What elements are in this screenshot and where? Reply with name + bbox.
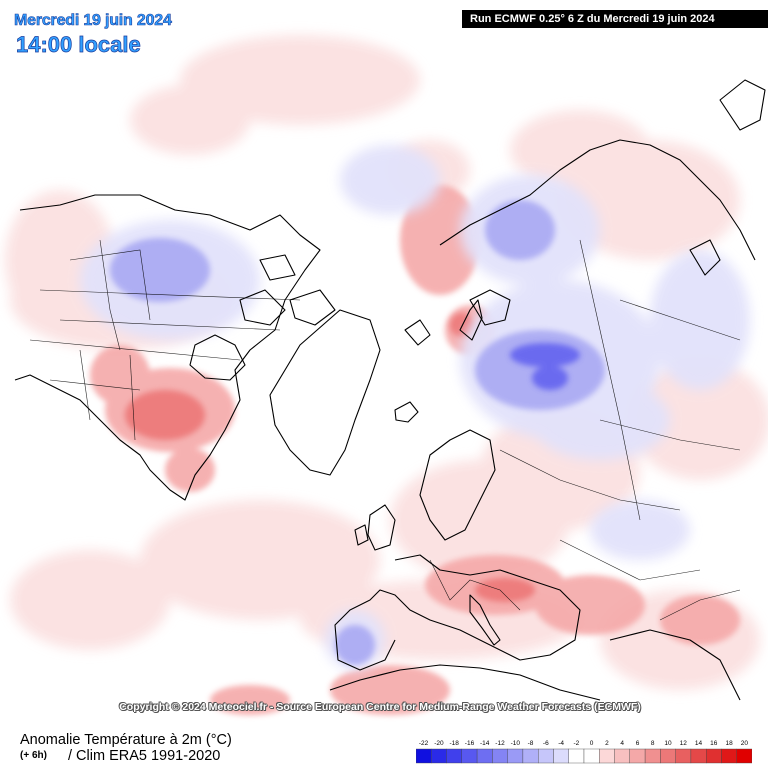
legend-color-swatch: [568, 748, 585, 764]
color-scale-legend: -22 -20 -18 -16 -14 -12 -10 -8 -6 -4 -2 0 2 4 6 8 10 12 14…: [416, 740, 752, 764]
legend-tick-label: 6: [636, 740, 640, 747]
anomaly-map: [5, 35, 768, 715]
legend-tick-label: 2: [605, 740, 609, 747]
legend-tick-label: 4: [620, 740, 624, 747]
legend-tick-label: 20: [741, 740, 749, 747]
legend-tick-label: 0: [590, 740, 594, 747]
warm-anomaly-light: [5, 35, 768, 690]
legend-color-swatch: [721, 748, 738, 764]
legend-tick-label: -18: [449, 740, 459, 747]
political-borders: [29, 239, 741, 621]
lead-time: (+ 6h): [20, 750, 47, 761]
legend-color-swatch: [476, 748, 493, 764]
legend-tick-label: 8: [651, 740, 655, 747]
copyright-notice: Copyright © 2024 Meteociel.fr - Source E…: [119, 701, 641, 713]
forecast-date: Mercredi 19 juin 2024: [14, 12, 172, 30]
legend-tick-label: -16: [465, 740, 475, 747]
coastlines: [14, 79, 766, 701]
variable-title: Anomalie Température à 2m (°C): [20, 732, 232, 748]
legend-color-swatch: [416, 748, 432, 764]
legend-color-swatch: [644, 748, 661, 764]
legend-tick-label: -8: [528, 740, 534, 747]
legend-tick-label: -14: [480, 740, 490, 747]
legend-tick-label: -12: [495, 740, 505, 747]
legend-tick-label: -20: [434, 740, 444, 747]
legend-color-swatch: [736, 748, 752, 764]
legend-color-swatch: [629, 748, 646, 764]
legend-tick-label: 14: [695, 740, 703, 747]
climatology-label: / Clim ERA5 1991-2020: [68, 748, 221, 764]
legend-color-swatch: [660, 748, 676, 764]
legend-tick-label: 12: [680, 740, 688, 747]
legend-tick-label: 18: [725, 740, 733, 747]
legend-tick-label: -10: [511, 740, 521, 747]
legend-tick-label: -2: [574, 740, 580, 747]
cold-anomaly-strong: [510, 343, 580, 390]
legend-color-swatch: [690, 748, 707, 764]
legend-color-swatch: [431, 748, 447, 764]
model-run-info: Run ECMWF 0.25° 6 Z du Mercredi 19 juin …: [462, 10, 768, 28]
legend-tick-label: -6: [543, 740, 549, 747]
legend-tick-label: -22: [419, 740, 429, 747]
legend-tick-label: -4: [558, 740, 564, 747]
legend-tick-label: 16: [710, 740, 718, 747]
legend-color-swatch: [507, 748, 524, 764]
legend-color-swatch: [553, 748, 570, 764]
forecast-local-time: 14:00 locale: [16, 32, 141, 58]
legend-color-swatch: [537, 748, 554, 764]
legend-tick-label: 10: [664, 740, 672, 747]
legend-color-swatch: [522, 748, 539, 764]
legend-color-swatch: [599, 748, 615, 764]
legend-color-swatch: [706, 748, 722, 764]
legend-color-swatch: [446, 748, 463, 764]
legend-color-swatch: [583, 748, 600, 764]
legend-color-swatch: [675, 748, 692, 764]
legend-color-swatch: [492, 748, 508, 764]
legend-color-swatch: [461, 748, 478, 764]
legend-color-swatch: [614, 748, 631, 764]
